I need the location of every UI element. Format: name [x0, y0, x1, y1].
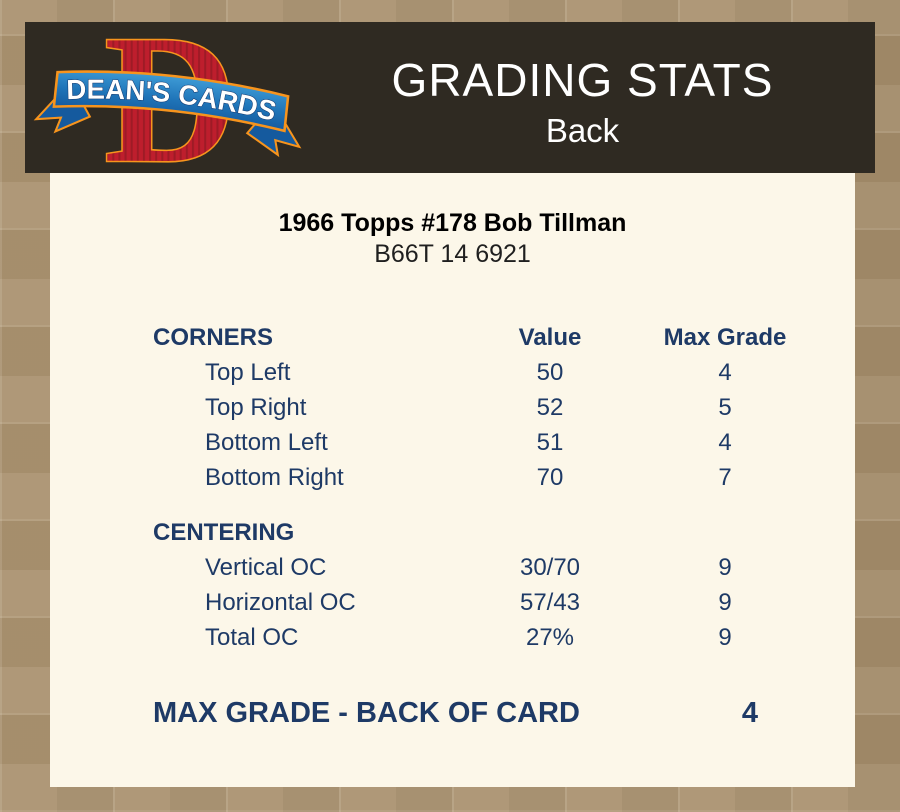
card-serial-number: B66T 14 6921 [374, 240, 531, 268]
row-value: 52 [536, 393, 564, 421]
table-header-row-corners: CORNERS Value Max Grade [50, 320, 855, 355]
summary-label: MAX GRADE - BACK OF CARD [153, 697, 580, 729]
page-title: GRADING STATS [391, 54, 774, 107]
table-row: Top Left 50 4 [50, 355, 855, 390]
section-label-corners: CORNERS [153, 323, 274, 351]
row-value: 30/70 [519, 553, 581, 581]
row-max-grade: 4 [718, 358, 732, 386]
table-row: Bottom Right 70 7 [50, 460, 855, 495]
table-row: Bottom Left 51 4 [50, 425, 855, 460]
row-label: Top Right [205, 393, 307, 421]
row-max-grade: 9 [718, 553, 732, 581]
grading-panel: 1966 Topps #178 Bob Tillman B66T 14 6921… [50, 173, 855, 787]
table-row: Top Right 52 5 [50, 390, 855, 425]
row-label: Total OC [205, 623, 299, 651]
row-max-grade: 7 [718, 463, 732, 491]
row-label: Vertical OC [205, 553, 327, 581]
row-label: Top Left [205, 358, 291, 386]
max-grade-summary: MAX GRADE - BACK OF CARD 4 [50, 697, 855, 730]
row-value: 27% [525, 623, 575, 651]
header-titles: GRADING STATS Back [290, 22, 875, 173]
table-row: Total OC 27% 9 [50, 620, 855, 655]
deans-cards-logo: D DEAN'S CARDS [33, 0, 302, 202]
row-max-grade: 9 [718, 588, 732, 616]
table-header-row-centering: CENTERING [50, 515, 855, 550]
section-label-centering: CENTERING [153, 518, 295, 546]
row-value: 70 [536, 463, 564, 491]
column-header-value: Value [518, 323, 582, 351]
page-subtitle: Back [545, 111, 620, 149]
summary-value: 4 [741, 697, 759, 729]
row-max-grade: 4 [718, 428, 732, 456]
grading-table: CORNERS Value Max Grade Top Left 50 4 To… [50, 320, 855, 655]
card-title: 1966 Topps #178 Bob Tillman [278, 209, 627, 237]
row-value: 50 [536, 358, 564, 386]
table-row: Vertical OC 30/70 9 [50, 550, 855, 585]
row-value: 51 [536, 428, 564, 456]
header-bar: D DEAN'S CARDS GRADING STATS Back [25, 0, 875, 202]
row-label: Bottom Right [205, 463, 344, 491]
table-row: Horizontal OC 57/43 9 [50, 585, 855, 620]
row-label: Horizontal OC [205, 588, 356, 616]
row-max-grade: 9 [718, 623, 732, 651]
row-max-grade: 5 [718, 393, 732, 421]
row-value: 57/43 [519, 588, 581, 616]
row-label: Bottom Left [205, 428, 328, 456]
column-header-max-grade: Max Grade [663, 323, 787, 351]
